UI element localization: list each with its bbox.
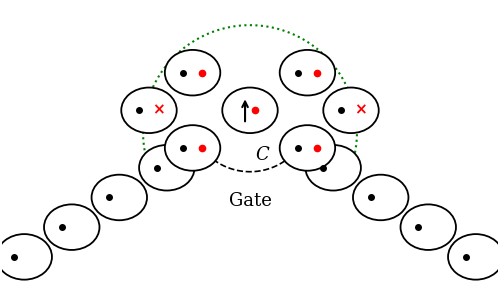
Ellipse shape (353, 175, 408, 220)
Ellipse shape (92, 175, 147, 220)
Ellipse shape (306, 145, 361, 191)
Ellipse shape (44, 204, 100, 250)
Ellipse shape (222, 87, 278, 133)
Text: C: C (255, 146, 269, 164)
Ellipse shape (400, 204, 456, 250)
Ellipse shape (280, 125, 335, 171)
Text: Gate: Gate (228, 192, 272, 210)
Ellipse shape (122, 87, 176, 133)
Ellipse shape (448, 234, 500, 280)
Ellipse shape (324, 87, 378, 133)
Text: ×: × (152, 103, 166, 118)
Ellipse shape (280, 50, 335, 95)
Ellipse shape (165, 125, 220, 171)
Ellipse shape (139, 145, 194, 191)
Ellipse shape (165, 50, 220, 95)
Ellipse shape (0, 234, 52, 280)
Text: ×: × (354, 103, 368, 118)
